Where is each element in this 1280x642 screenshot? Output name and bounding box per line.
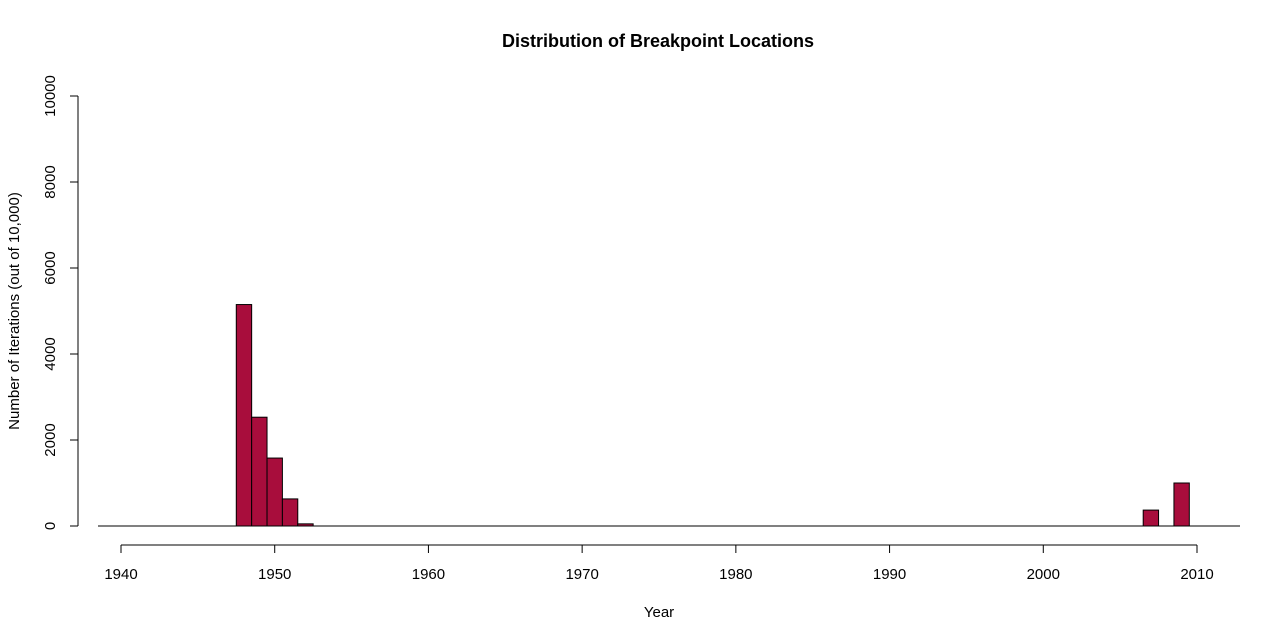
x-tick-label: 1970 <box>565 566 598 583</box>
y-tick-label: 6000 <box>42 251 59 284</box>
y-tick-label: 8000 <box>42 165 59 198</box>
histogram-bar <box>266 457 283 527</box>
histogram-bar <box>1142 509 1160 527</box>
histogram-bar <box>251 416 268 527</box>
x-tick-label: 1940 <box>104 566 137 583</box>
y-axis: 0 2000 4000 6000 8000 10000 <box>42 75 79 530</box>
y-tick-label: 0 <box>42 522 59 530</box>
y-axis-label: Number of Iterations (out of 10,000) <box>6 192 23 430</box>
chart-title: Distribution of Breakpoint Locations <box>502 31 814 51</box>
x-axis-label: Year <box>644 604 674 621</box>
x-tick-label: 2000 <box>1027 566 1060 583</box>
x-tick-label: 1950 <box>258 566 291 583</box>
histogram-bar <box>281 498 299 527</box>
histogram-bar <box>235 304 253 527</box>
x-tick-label: 2010 <box>1180 566 1213 583</box>
x-axis: 1940 1950 1960 1970 1980 1990 2000 2010 <box>104 544 1214 583</box>
histogram-bar <box>297 523 314 527</box>
y-tick-label: 4000 <box>42 337 59 370</box>
x-tick-label: 1990 <box>873 566 906 583</box>
bars-group <box>235 304 1190 527</box>
histogram-bar <box>1173 482 1190 527</box>
y-tick-label: 10000 <box>42 75 59 117</box>
x-tick-label: 1980 <box>719 566 752 583</box>
y-tick-label: 2000 <box>42 423 59 456</box>
x-tick-label: 1960 <box>412 566 445 583</box>
